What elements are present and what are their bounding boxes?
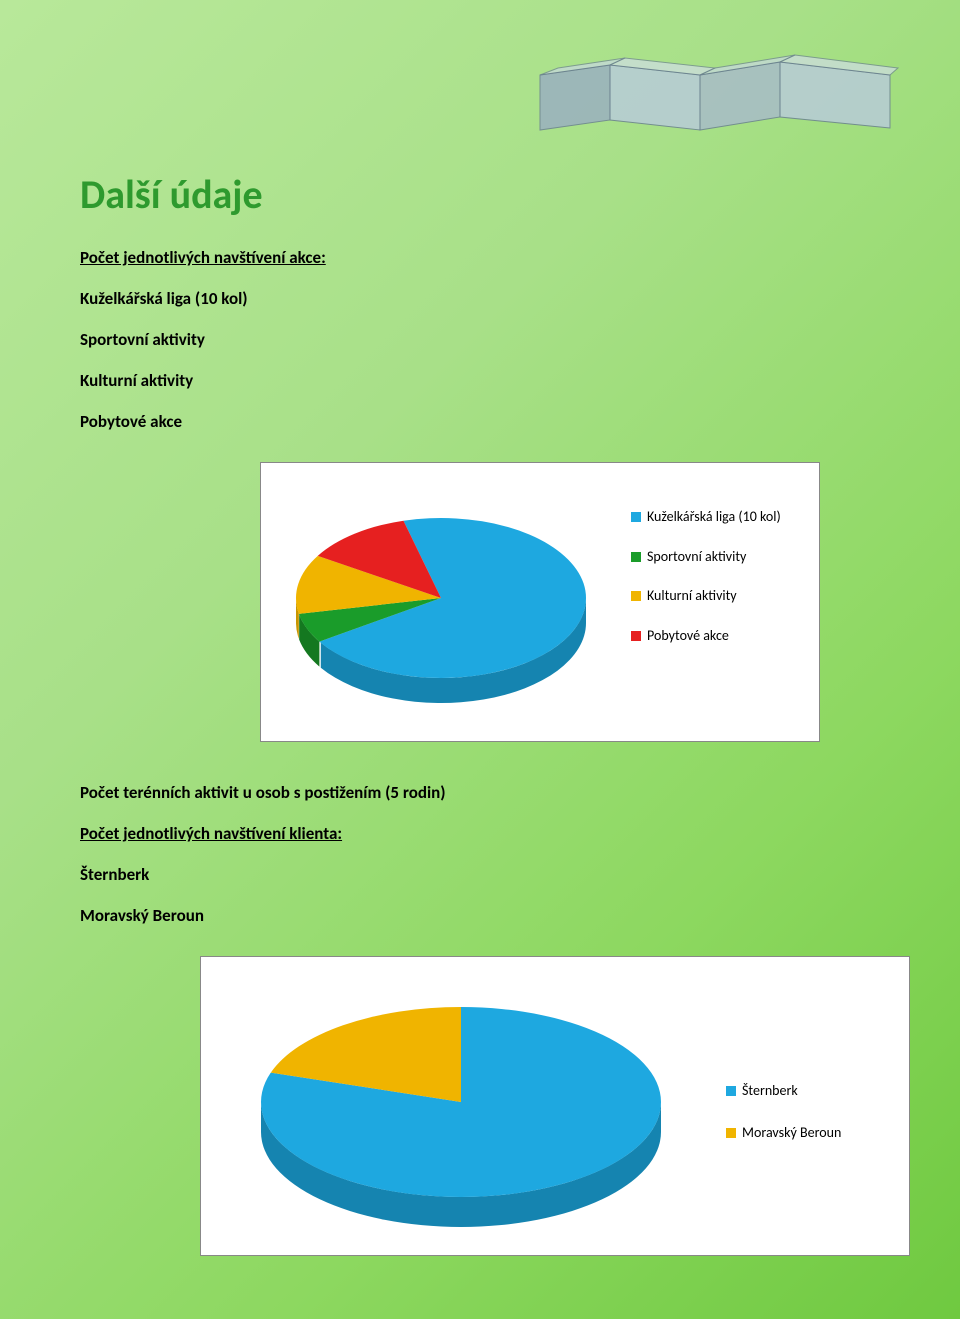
section1-item: Pobytové akce [80,411,880,432]
page-content: Další údaje Počet jednotlivých navštíven… [0,0,960,1256]
section2-heading: Počet jednotlivých navštívení klienta: [80,823,880,844]
section2-item: Moravský Beroun [80,905,880,926]
section2-item: Šternberk [80,864,880,885]
legend-label: Šternberk [742,1082,798,1100]
legend-label: Sportovní aktivity [647,548,746,566]
legend-item: Pobytové akce [631,627,781,645]
section1-item: Kuželkářská liga (10 kol) [80,288,880,309]
legend-item: Kuželkářská liga (10 kol) [631,508,781,526]
section1-heading: Počet jednotlivých navštívení akce: [80,247,880,268]
legend-swatch [631,512,641,522]
legend-label: Moravský Beroun [742,1124,841,1142]
legend-label: Kuželkářská liga (10 kol) [647,508,781,526]
pie-chart-clients: Šternberk Moravský Beroun [200,956,910,1256]
pie-chart-activities: Kuželkářská liga (10 kol) Sportovní aktiv… [260,462,820,742]
legend-swatch [631,591,641,601]
legend-swatch [726,1086,736,1096]
chart2-legend: Šternberk Moravský Beroun [726,1082,841,1141]
legend-swatch [726,1128,736,1138]
legend-swatch [631,552,641,562]
page-title: Další údaje [80,170,880,219]
section2-intro: Počet terénních aktivit u osob s postiže… [80,782,880,803]
section1-item: Sportovní aktivity [80,329,880,350]
legend-item: Sportovní aktivity [631,548,781,566]
legend-item: Moravský Beroun [726,1124,841,1142]
section1-item: Kulturní aktivity [80,370,880,391]
legend-item: Šternberk [726,1082,841,1100]
legend-label: Kulturní aktivity [647,587,737,605]
decorative-3d-shape [530,50,900,140]
legend-swatch [631,631,641,641]
chart1-legend: Kuželkářská liga (10 kol) Sportovní aktiv… [631,508,781,644]
legend-item: Kulturní aktivity [631,587,781,605]
legend-label: Pobytové akce [647,627,729,645]
